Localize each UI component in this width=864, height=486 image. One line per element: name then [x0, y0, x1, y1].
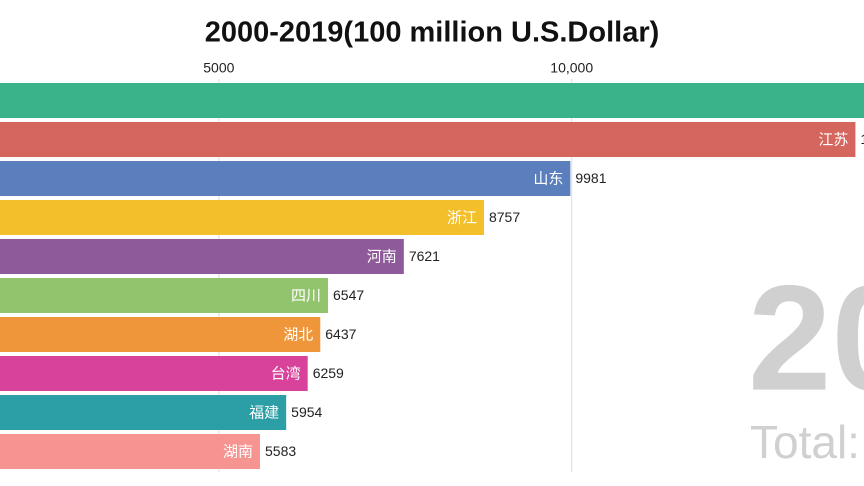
bar	[0, 395, 287, 430]
x-tick-label: 10,000	[550, 60, 593, 76]
bar	[0, 122, 856, 157]
bar-label: 台湾	[271, 365, 301, 382]
year-label: 2019	[748, 254, 864, 422]
bar	[0, 278, 329, 313]
total-label: Total:	[750, 416, 860, 468]
x-tick-label: 5000	[203, 60, 234, 76]
value-label: 9981	[575, 170, 606, 186]
value-label: 6547	[333, 287, 364, 303]
bar-label: 湖北	[283, 326, 313, 343]
bar-label: 河南	[367, 248, 397, 265]
value-label: 6437	[325, 326, 356, 342]
bar-label: 江苏	[818, 131, 848, 148]
value-label: 8757	[489, 209, 520, 225]
bar-label: 四川	[291, 287, 321, 304]
chart-title: 2000-2019(100 million U.S.Dollar)	[205, 17, 660, 49]
bar-label: 浙江	[447, 209, 477, 226]
value-label: 5954	[291, 404, 322, 420]
value-label: 7621	[409, 248, 440, 264]
value-label: 14020	[860, 131, 864, 147]
bar	[0, 83, 864, 118]
bar-label: 山东	[533, 170, 563, 187]
bar-label: 湖南	[223, 443, 253, 460]
bar	[0, 200, 484, 235]
value-label: 5583	[265, 443, 296, 459]
value-label: 6259	[313, 365, 344, 381]
bar	[0, 161, 571, 196]
bar-label: 福建	[249, 404, 279, 421]
bar	[0, 317, 321, 352]
bar	[0, 356, 308, 391]
bar	[0, 434, 261, 469]
bar	[0, 239, 404, 274]
